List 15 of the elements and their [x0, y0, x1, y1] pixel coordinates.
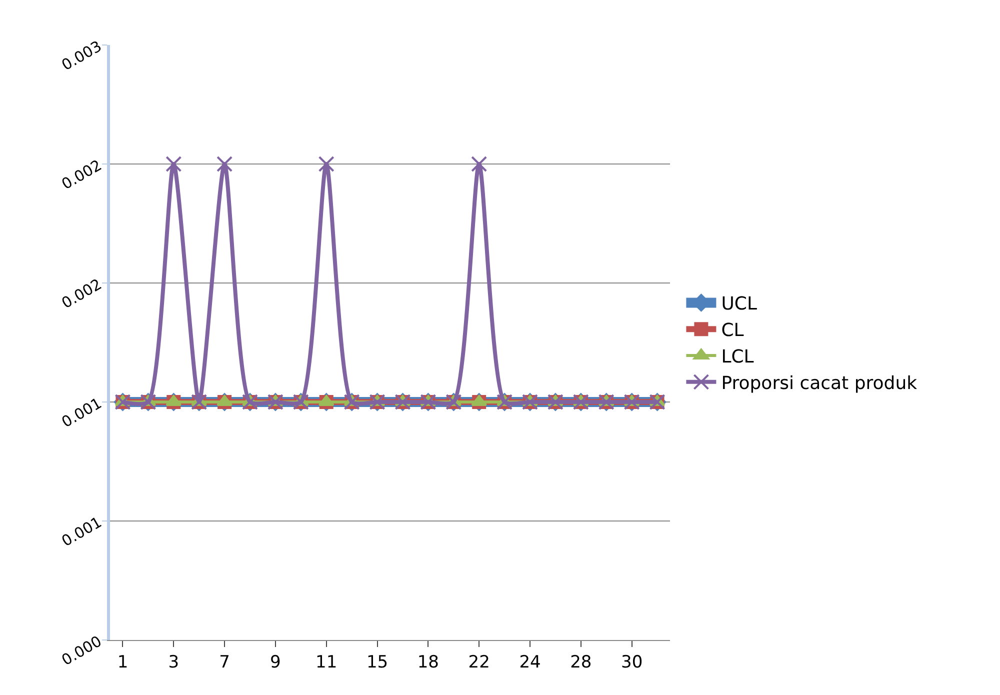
legend-label: UCL — [721, 294, 757, 315]
x-tick-label: 28 — [570, 652, 592, 672]
x-tick-label: 30 — [621, 652, 643, 672]
x-tick-label: 1 — [117, 652, 128, 672]
x-tick-label: 18 — [417, 652, 439, 672]
x-tick-label: 22 — [468, 652, 490, 672]
x-tick-label: 3 — [168, 652, 180, 672]
legend-label: CL — [721, 320, 744, 342]
x-tick-label: 15 — [366, 652, 388, 672]
x-tick-label: 9 — [270, 652, 281, 672]
legend-label: Proporsi cacat produk — [721, 372, 918, 394]
x-tick-label: 11 — [316, 652, 338, 672]
x-tick-label: 24 — [519, 652, 541, 672]
x-tick-label: 7 — [219, 652, 230, 672]
legend-label: LCL — [721, 346, 754, 368]
